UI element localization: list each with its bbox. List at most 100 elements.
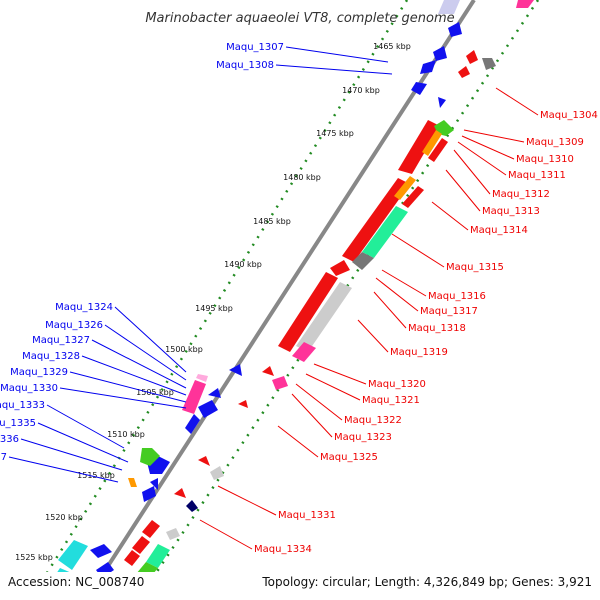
label-leader-line [431, 201, 469, 231]
gene-label[interactable]: Maqu_1326 [45, 320, 103, 331]
gene-label[interactable]: Maqu_1317 [420, 306, 478, 317]
gene-label[interactable]: Maqu_1318 [408, 323, 466, 334]
gene-label[interactable]: Maqu_1335 [0, 418, 36, 429]
label-leader-line [457, 141, 507, 176]
gene-feature [142, 520, 160, 538]
gene-label[interactable]: Maqu_1319 [390, 347, 448, 358]
label-leader-line [59, 387, 187, 409]
gene-feature [182, 380, 206, 414]
kbp-tick-label: 1520 kbp [45, 513, 83, 522]
kbp-tick-label: 1485 kbp [253, 217, 291, 226]
gene-label[interactable]: Maqu_1327 [32, 335, 90, 346]
label-leader-lines [8, 46, 539, 550]
label-leader-line [69, 371, 187, 403]
gene-label[interactable]: Maqu_1333 [0, 400, 45, 411]
label-leader-line [104, 324, 187, 381]
gene-label[interactable]: Maqu_1312 [492, 189, 550, 200]
gene-feature [174, 488, 186, 498]
gene-feature [482, 58, 496, 70]
gene-feature [57, 568, 70, 572]
label-leader-line [46, 404, 125, 449]
genome-backbone [101, 0, 476, 572]
gene-feature [140, 448, 160, 466]
gene-label[interactable]: Maqu_1307 [226, 42, 284, 53]
gene-label[interactable]: Maqu_1314 [470, 225, 528, 236]
gene-feature [398, 120, 440, 174]
gene-label[interactable]: Maqu_1334 [254, 544, 312, 555]
kbp-tick-label: 1480 kbp [283, 173, 321, 182]
gene-feature [90, 544, 112, 558]
gene-label[interactable]: Maqu_1309 [526, 137, 584, 148]
label-leader-line [277, 425, 319, 458]
gene-label[interactable]: Maqu_1311 [508, 170, 566, 181]
label-leader-line [495, 87, 539, 116]
gene-label[interactable]: Maqu_1325 [320, 452, 378, 463]
gene-feature [296, 282, 352, 352]
gene-labels: Maqu_1307 Maqu_1308 Maqu_1324 Maqu_1326 Maqu… [0, 42, 598, 555]
label-leader-line [37, 422, 129, 463]
kbp-tick-labels: 1465 kbp 1470 kbp 1475 kbp 1480 kbp 1485 kbp… [15, 42, 411, 562]
gene-label[interactable]: Maqu_1324 [55, 302, 113, 313]
kbp-tick-label: 1495 kbp [195, 304, 233, 313]
gene-label[interactable]: Maqu_1323 [334, 432, 392, 443]
gene-label[interactable]: Maqu_1322 [344, 415, 402, 426]
gene-label[interactable]: Maqu_1331 [278, 510, 336, 521]
label-leader-line [463, 129, 525, 143]
map-track-area [46, 0, 540, 572]
gene-label[interactable]: Maqu_1337 [0, 452, 7, 463]
gene-feature [210, 466, 224, 480]
label-leader-line [291, 393, 333, 438]
gene-label[interactable]: Maqu_1308 [216, 60, 274, 71]
label-leader-line [305, 373, 361, 401]
label-leader-line [8, 456, 119, 483]
kbp-tick-label: 1490 kbp [224, 260, 262, 269]
gene-label[interactable]: Maqu_1328 [22, 351, 80, 362]
gene-label[interactable]: Maqu_1310 [516, 154, 574, 165]
accession-text: Accession: NC_008740 [8, 575, 144, 589]
label-leader-line [391, 233, 445, 268]
label-leader-line [313, 363, 367, 385]
gene-label[interactable]: Maqu_1304 [540, 110, 598, 121]
gene-feature [185, 414, 200, 434]
kbp-tick-label: 1505 kbp [136, 388, 174, 397]
gene-label[interactable]: Maqu_1320 [368, 379, 426, 390]
label-leader-line [114, 306, 187, 373]
gene-feature [128, 478, 137, 487]
label-leader-line [357, 319, 389, 353]
gene-label[interactable]: Maqu_1321 [362, 395, 420, 406]
gene-feature [516, 0, 534, 8]
inner-dotted-ring [46, 0, 409, 572]
gene-label[interactable]: Maqu_1329 [10, 367, 68, 378]
kbp-tick-label: 1515 kbp [77, 471, 115, 480]
gene-feature [433, 46, 447, 61]
gene-feature [330, 260, 350, 276]
gene-feature [292, 342, 316, 362]
kbp-tick-label: 1470 kbp [342, 86, 380, 95]
label-leader-line [373, 291, 407, 329]
gene-feature [262, 366, 274, 376]
gene-feature [146, 544, 170, 568]
gene-label[interactable]: Maqu_1313 [482, 206, 540, 217]
gene-feature [272, 376, 288, 390]
label-leader-line [91, 339, 187, 389]
label-leader-line [81, 355, 187, 396]
label-leader-line [461, 135, 515, 160]
gene-feature [352, 252, 374, 270]
label-leader-line [217, 485, 277, 516]
gene-label[interactable]: Maqu_1330 [0, 383, 58, 394]
gene-feature [58, 540, 88, 570]
gene-label[interactable]: Maqu_1336 [0, 434, 19, 445]
gene-feature [448, 22, 462, 37]
label-leader-line [375, 277, 419, 312]
label-leader-line [199, 519, 253, 550]
label-leader-line [445, 169, 481, 212]
gene-feature [198, 456, 210, 466]
gene-feature [466, 50, 478, 64]
gene-label[interactable]: Maqu_1315 [446, 262, 504, 273]
gene-feature [342, 178, 410, 262]
gene-feature [438, 0, 460, 14]
label-leader-line [20, 438, 123, 471]
gene-label[interactable]: Maqu_1316 [428, 291, 486, 302]
gene-feature [229, 364, 242, 376]
